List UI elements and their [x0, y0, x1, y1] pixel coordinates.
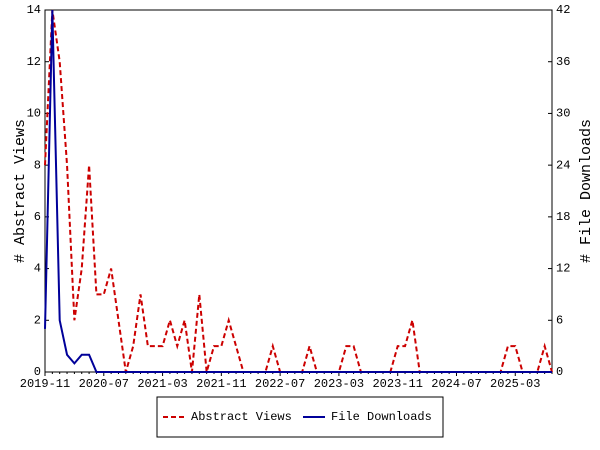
series-line — [44, 9, 552, 373]
y2-tick-label: 6 — [556, 313, 563, 327]
legend-label: Abstract Views — [191, 410, 292, 424]
x-tick-label: 2022-07 — [255, 377, 305, 391]
x-tick-label: 2020-07 — [79, 377, 129, 391]
x-tick-label: 2025-03 — [490, 377, 540, 391]
y2-tick-label: 0 — [556, 365, 563, 379]
y2-axis-label: # File Downloads — [578, 119, 595, 263]
y-tick-label: 14 — [27, 3, 41, 17]
y-axis-label: # Abstract Views — [12, 119, 29, 263]
legend-box — [156, 396, 444, 438]
y-tick-label: 2 — [34, 313, 41, 327]
y2-tick-label: 42 — [556, 3, 570, 17]
y-tick-label: 4 — [34, 262, 41, 276]
x-tick-label: 2024-07 — [431, 377, 481, 391]
y2-tick-label: 24 — [556, 158, 570, 172]
x-tick-label: 2021-11 — [196, 377, 246, 391]
x-tick-label: 2023-03 — [314, 377, 364, 391]
y2-tick-label: 18 — [556, 210, 570, 224]
legend-label: File Downloads — [331, 410, 432, 424]
y-tick-label: 12 — [27, 55, 41, 69]
y-tick-label: 8 — [34, 158, 41, 172]
y2-tick-label: 30 — [556, 107, 570, 121]
x-tick-label: 2023-11 — [372, 377, 422, 391]
y2-tick-label: 36 — [556, 55, 570, 69]
y-tick-label: 10 — [27, 107, 41, 121]
x-tick-label: 2021-03 — [137, 377, 187, 391]
y-tick-label: 0 — [34, 365, 41, 379]
x-tick-label: 2019-11 — [20, 377, 70, 391]
plot-frame — [44, 9, 553, 373]
y-tick-label: 6 — [34, 210, 41, 224]
y2-tick-label: 12 — [556, 262, 570, 276]
